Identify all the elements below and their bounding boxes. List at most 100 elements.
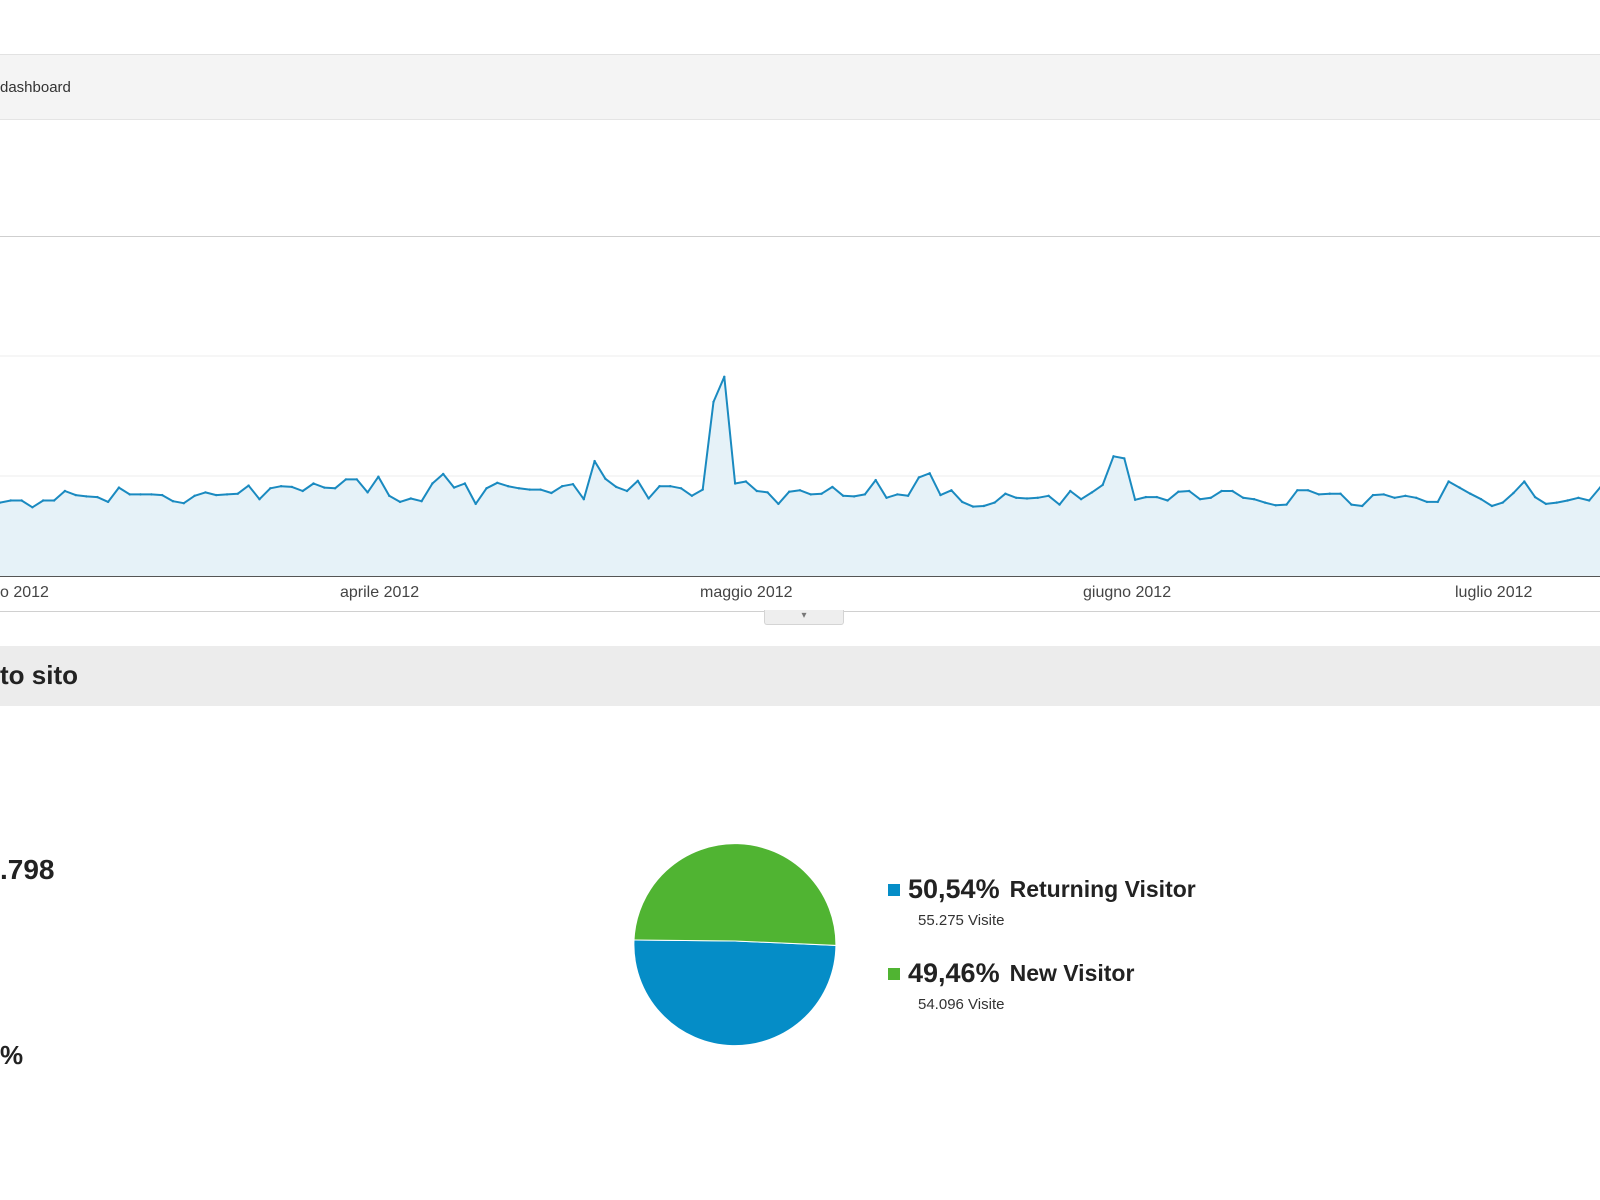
data-point[interactable]	[496, 481, 499, 484]
data-point[interactable]	[1555, 501, 1559, 504]
data-point[interactable]	[1004, 492, 1007, 495]
data-point[interactable]	[506, 485, 510, 488]
data-point[interactable]	[1512, 491, 1515, 495]
data-point[interactable]	[1306, 489, 1310, 492]
data-point[interactable]	[193, 494, 196, 497]
data-point[interactable]	[539, 488, 542, 491]
data-point[interactable]	[1069, 489, 1072, 493]
data-point[interactable]	[1479, 498, 1483, 501]
data-point[interactable]	[31, 506, 34, 509]
data-point[interactable]	[139, 493, 142, 496]
data-point[interactable]	[323, 486, 326, 489]
data-point[interactable]	[798, 489, 802, 492]
data-point[interactable]	[1090, 491, 1094, 494]
data-point[interactable]	[961, 500, 964, 504]
data-point[interactable]	[0, 501, 2, 504]
data-point[interactable]	[712, 400, 715, 404]
data-point[interactable]	[1566, 499, 1569, 502]
data-point[interactable]	[1079, 498, 1083, 501]
data-point[interactable]	[939, 493, 942, 497]
data-point[interactable]	[474, 502, 477, 506]
data-point[interactable]	[723, 375, 726, 378]
data-point[interactable]	[1501, 501, 1504, 504]
data-point[interactable]	[171, 500, 175, 503]
data-point[interactable]	[788, 490, 791, 493]
data-point[interactable]	[1252, 498, 1256, 501]
data-point[interactable]	[874, 478, 877, 482]
data-point[interactable]	[928, 472, 931, 475]
data-point[interactable]	[625, 489, 629, 493]
data-point[interactable]	[1177, 490, 1180, 493]
data-point[interactable]	[312, 482, 315, 485]
breadcrumb[interactable]: dashboard	[0, 79, 71, 96]
data-point[interactable]	[1231, 489, 1234, 493]
data-point[interactable]	[106, 500, 110, 504]
data-point[interactable]	[863, 493, 867, 496]
data-point[interactable]	[20, 499, 23, 502]
data-point[interactable]	[355, 478, 358, 481]
data-point[interactable]	[885, 496, 888, 499]
data-point[interactable]	[906, 494, 910, 497]
data-point[interactable]	[117, 486, 121, 489]
data-point[interactable]	[1328, 492, 1331, 495]
data-point[interactable]	[1447, 480, 1450, 483]
data-point[interactable]	[1015, 496, 1018, 499]
data-point[interactable]	[85, 495, 88, 498]
visitor-type-pie-chart[interactable]	[630, 836, 840, 1046]
data-point[interactable]	[1198, 498, 1202, 501]
data-point[interactable]	[593, 459, 596, 463]
data-point[interactable]	[1263, 501, 1267, 504]
data-point[interactable]	[1036, 496, 1040, 499]
data-point[interactable]	[1274, 504, 1277, 507]
data-point[interactable]	[1523, 480, 1526, 483]
data-point[interactable]	[636, 479, 639, 482]
data-point[interactable]	[215, 493, 218, 497]
data-point[interactable]	[690, 494, 694, 497]
data-point[interactable]	[1458, 486, 1461, 489]
data-point[interactable]	[128, 493, 131, 496]
data-point[interactable]	[42, 499, 45, 502]
data-point[interactable]	[9, 499, 12, 502]
data-point[interactable]	[571, 483, 575, 486]
data-point[interactable]	[1339, 492, 1342, 495]
data-point[interactable]	[269, 487, 272, 490]
data-point[interactable]	[1490, 504, 1494, 508]
data-point[interactable]	[820, 492, 823, 495]
data-point[interactable]	[1544, 502, 1548, 506]
data-point[interactable]	[1415, 496, 1418, 499]
data-point[interactable]	[755, 489, 758, 493]
data-point[interactable]	[247, 484, 250, 487]
data-point[interactable]	[1469, 492, 1472, 495]
data-point[interactable]	[528, 488, 531, 491]
data-point[interactable]	[52, 499, 56, 502]
data-point[interactable]	[917, 476, 921, 479]
data-point[interactable]	[1317, 493, 1321, 496]
data-point[interactable]	[409, 497, 412, 500]
data-point[interactable]	[1166, 499, 1169, 502]
data-point[interactable]	[561, 485, 564, 488]
data-point[interactable]	[1436, 500, 1440, 504]
data-point[interactable]	[463, 482, 467, 485]
data-point[interactable]	[582, 498, 585, 501]
data-point[interactable]	[442, 472, 445, 476]
data-point[interactable]	[950, 489, 953, 492]
data-point[interactable]	[290, 485, 294, 489]
data-point[interactable]	[420, 500, 423, 503]
data-point[interactable]	[236, 492, 239, 495]
data-point[interactable]	[204, 491, 207, 494]
data-point[interactable]	[766, 491, 769, 494]
data-point[interactable]	[809, 493, 812, 496]
data-point[interactable]	[679, 487, 683, 490]
data-point[interactable]	[1242, 496, 1245, 499]
legend-item-returning-visitor[interactable]: 50,54% Returning Visitor 55.275 Visite	[888, 874, 1196, 929]
visits-trend-chart[interactable]: o 2012 aprile 2012 maggio 2012 giugno 2012 l…	[0, 236, 1600, 612]
data-point[interactable]	[344, 478, 348, 481]
data-point[interactable]	[831, 485, 834, 489]
data-point[interactable]	[63, 489, 67, 493]
data-point[interactable]	[1144, 495, 1148, 499]
data-point[interactable]	[669, 485, 672, 488]
data-point[interactable]	[1058, 503, 1061, 506]
data-point[interactable]	[550, 491, 553, 495]
pie-slice[interactable]	[633, 939, 837, 1046]
data-point[interactable]	[1425, 500, 1429, 504]
